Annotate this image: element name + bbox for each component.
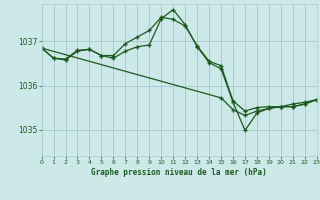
- X-axis label: Graphe pression niveau de la mer (hPa): Graphe pression niveau de la mer (hPa): [91, 168, 267, 177]
